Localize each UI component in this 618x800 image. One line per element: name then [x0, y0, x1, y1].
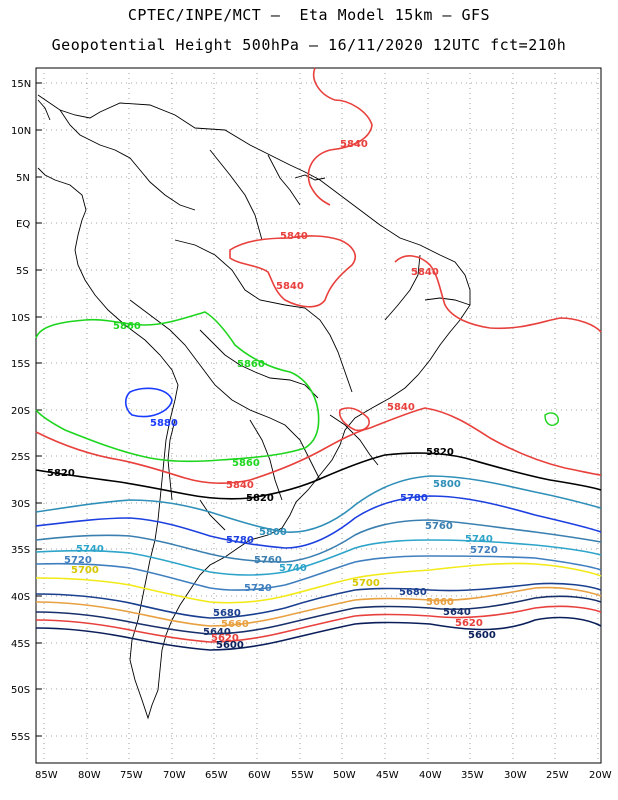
contour-label: 5680: [399, 587, 427, 598]
contour-label: 5800: [433, 479, 461, 490]
contour-5640: [35, 595, 602, 635]
contour-label: 5840: [387, 402, 415, 413]
lon-label: 50W: [333, 770, 356, 781]
lon-label: 25W: [546, 770, 569, 781]
lat-label: 10S: [11, 313, 30, 324]
contour-label: 5840: [280, 231, 308, 242]
contour-label: 5820: [426, 447, 454, 458]
contour-label: 5680: [213, 608, 241, 619]
contour-label: 5620: [455, 618, 483, 629]
contour-label: 5740: [76, 544, 104, 555]
contour-5740: [35, 539, 602, 576]
header-subtitle: Geopotential Height 500hPa – 16/11/2020 …: [51, 36, 567, 54]
contour-label: 5840: [411, 267, 439, 278]
contour-label: 5820: [246, 493, 274, 504]
map-frame: [35, 67, 602, 764]
contour-label: 5780: [400, 493, 428, 504]
contour-label: 5740: [279, 563, 307, 574]
contour-5700: [35, 562, 602, 604]
lat-label: 15N: [11, 79, 31, 90]
lon-label: 45W: [376, 770, 399, 781]
contour-label: 5840: [276, 281, 304, 292]
lon-label: 30W: [504, 770, 527, 781]
lat-label: 30S: [11, 499, 30, 510]
contour-label: 5720: [244, 583, 272, 594]
contour-label: 5700: [71, 565, 99, 576]
contour-5600: [35, 616, 602, 651]
lon-label: 35W: [461, 770, 484, 781]
contour-5860: [35, 311, 320, 463]
lat-label: 25S: [11, 452, 30, 463]
contour-5680: [35, 582, 602, 619]
contour-label: 5820: [47, 468, 75, 479]
lon-label: 60W: [248, 770, 271, 781]
lon-label: 65W: [205, 770, 228, 781]
contour-label: 5620: [211, 633, 239, 644]
lat-label: EQ: [16, 219, 30, 230]
contour-5840: [338, 407, 370, 432]
lat-label: 55S: [11, 732, 30, 743]
contour-5720: [35, 555, 602, 591]
lat-label: 5S: [16, 266, 29, 277]
contour-5860: [544, 412, 559, 427]
axis-ticks: [36, 82, 42, 737]
lat-label: 10N: [11, 126, 31, 137]
contour-label: 5860: [232, 458, 260, 469]
lon-label: 85W: [35, 770, 58, 781]
contour-label: 5720: [64, 555, 92, 566]
lon-label: 70W: [163, 770, 186, 781]
contour-5660: [35, 586, 602, 627]
contours: [35, 67, 602, 651]
lat-label: 45S: [11, 639, 30, 650]
contour-5780: [35, 495, 602, 549]
contour-label: 5860: [237, 359, 265, 370]
contour-label: 5860: [113, 321, 141, 332]
lon-label: 75W: [120, 770, 143, 781]
contour-label: 5640: [443, 607, 471, 618]
contour-label: 5660: [426, 597, 454, 608]
contour-5760: [35, 519, 602, 563]
contour-5880: [124, 387, 173, 418]
lat-label: 40S: [11, 592, 30, 603]
lon-label: 20W: [589, 770, 612, 781]
contour-label: 5600: [468, 630, 496, 641]
lat-labels: 15N 10N 5N EQ 5S 10S 15S 20S 25S 30S 35S…: [11, 79, 31, 743]
contour-label: 5720: [470, 545, 498, 556]
contour-label: 5800: [259, 527, 287, 538]
lat-label: 20S: [11, 406, 30, 417]
lon-label: 80W: [78, 770, 101, 781]
graticule: [36, 68, 601, 763]
contour-label: 5600: [216, 640, 244, 651]
contour-label: 5740: [465, 534, 493, 545]
lon-label: 55W: [291, 770, 314, 781]
contour-label: 5700: [352, 578, 380, 589]
contour-label: 5760: [425, 521, 453, 532]
contour-5820: [35, 452, 602, 500]
contour-5620: [35, 605, 602, 643]
contour-5840: [35, 407, 602, 484]
lat-label: 15S: [11, 359, 30, 370]
contour-label: 5640: [203, 627, 231, 638]
contour-label: 5760: [254, 555, 282, 566]
contour-5840: [229, 235, 356, 308]
contour-5840: [307, 67, 373, 206]
lat-label: 35S: [11, 545, 30, 556]
lat-label: 5N: [16, 173, 30, 184]
lon-label: 40W: [419, 770, 442, 781]
contour-label: 5840: [226, 480, 254, 491]
contour-label: 5880: [150, 418, 178, 429]
contour-label: 5660: [221, 619, 249, 630]
header-title: CPTEC/INPE/MCT – Eta Model 15km – GFS: [127, 6, 491, 24]
lon-labels: 85W 80W 75W 70W 65W 60W 55W 50W 45W 40W …: [35, 770, 612, 781]
contour-labels: 5880 5860 5860 5860 5840 5840 5840 5840 …: [47, 139, 498, 651]
contour-5800: [35, 475, 602, 533]
lat-label: 50S: [11, 685, 30, 696]
contour-label: 5840: [340, 139, 368, 150]
contour-5840: [394, 255, 602, 333]
contour-label: 5780: [226, 535, 254, 546]
